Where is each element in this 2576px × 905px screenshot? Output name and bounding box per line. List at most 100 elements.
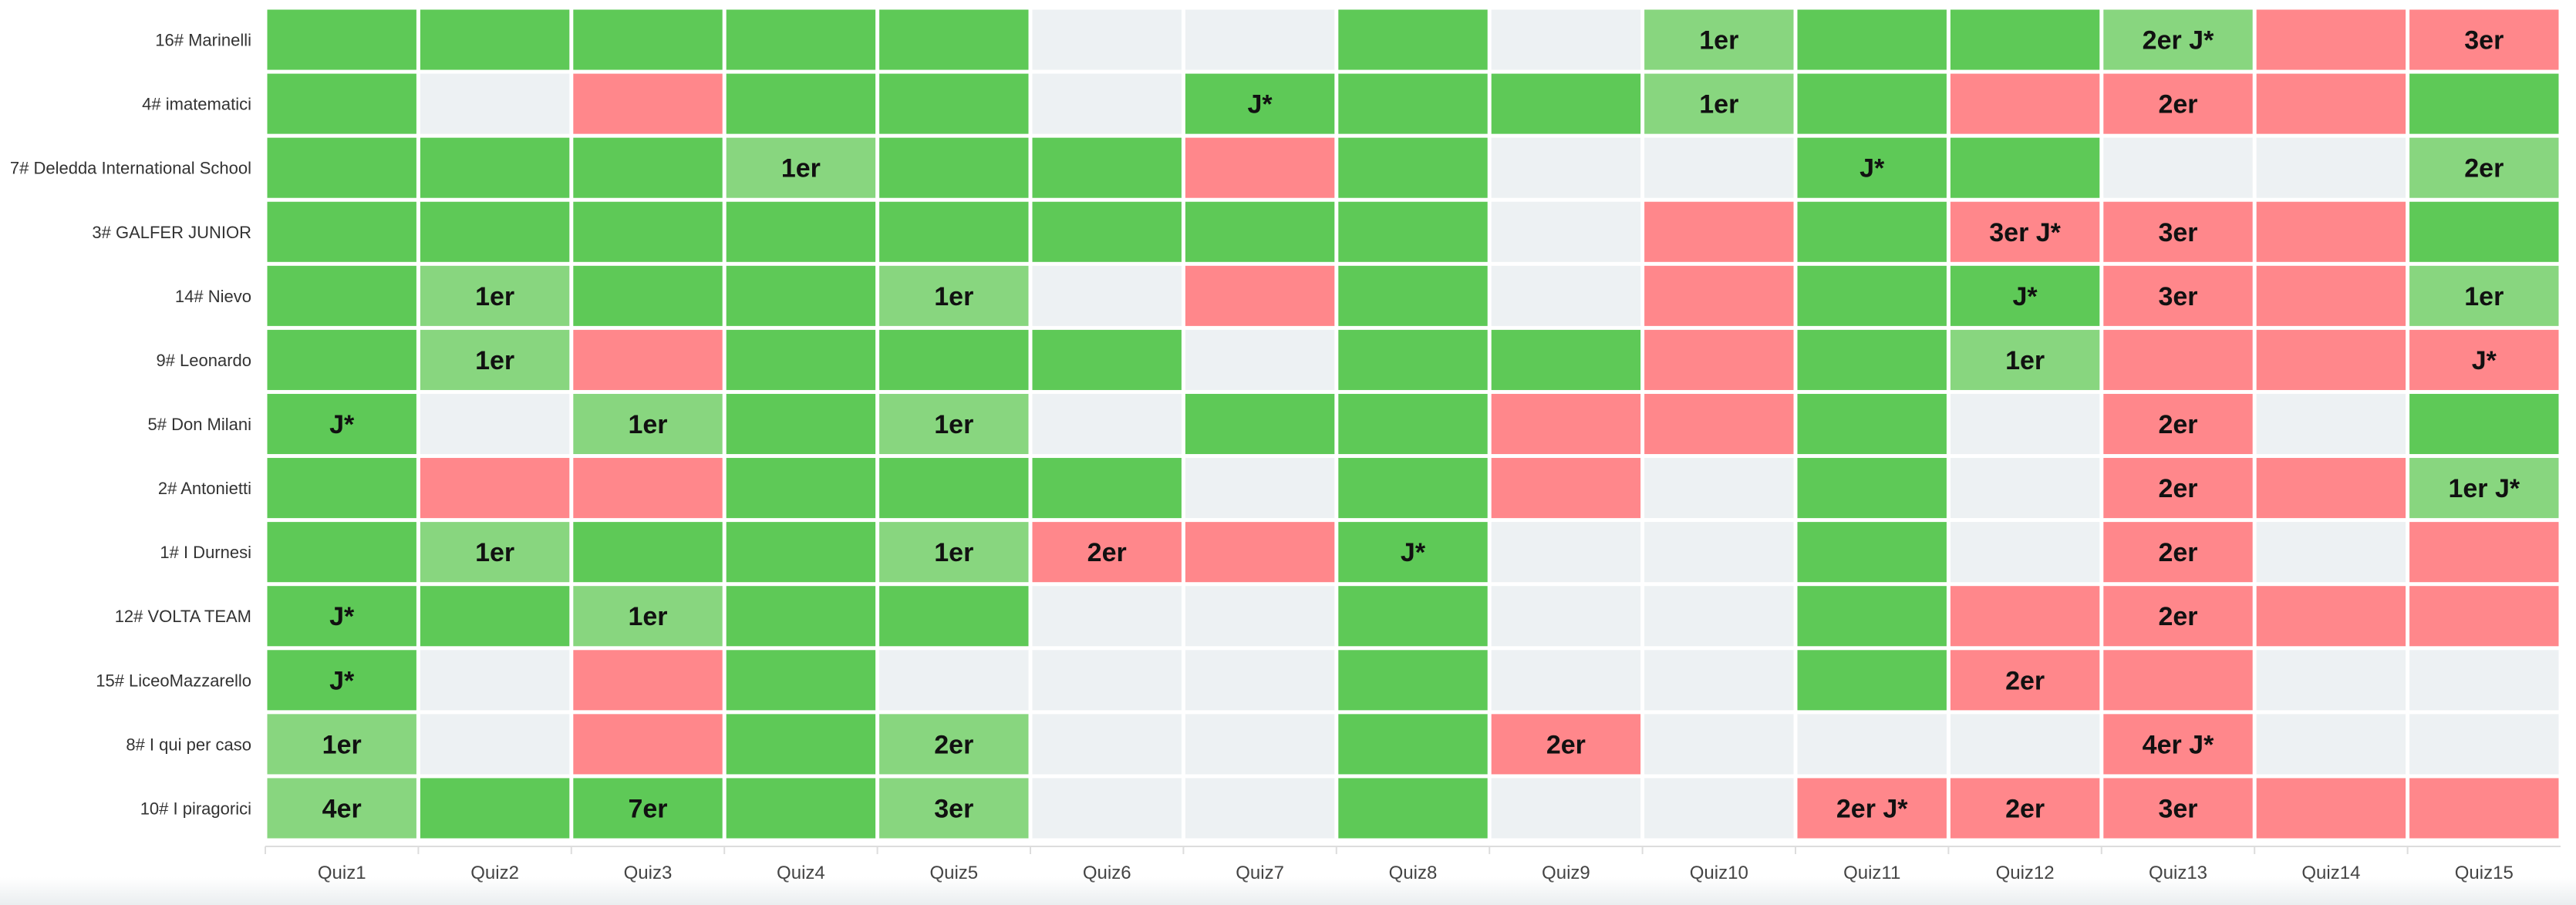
heatmap-cell-fill [1491,9,1641,70]
heatmap-cell [879,137,1029,198]
heatmap-cell-fill [573,265,723,326]
heatmap-cell-fill [1338,201,1488,262]
heatmap-cell [1185,9,1335,70]
heatmap-cell: 2er J* [2103,9,2253,70]
cell-value-label: J* [329,410,355,439]
heatmap-cell-fill [267,201,416,262]
heatmap-cell [879,458,1029,519]
heatmap-cell: 2er J* [1797,778,1947,839]
heatmap-cell-fill [1644,9,1794,70]
heatmap-cell [879,650,1029,711]
heatmap-cell-fill [2256,714,2406,775]
heatmap-cell [573,329,723,390]
row-labels: 16# Marinelli 4# imatematici 7# Deledda In… [10,31,251,819]
heatmap-cell [1644,522,1794,583]
heatmap-cell-fill [1185,265,1335,326]
heatmap-cell [1338,9,1488,70]
heatmap-cell [2409,73,2559,134]
heatmap-cell [1032,393,1182,455]
heatmap-cell-fill [1797,9,1947,70]
heatmap-cell-fill [726,73,876,134]
heatmap-cell-fill [420,650,570,711]
heatmap-cell-fill [879,265,1029,326]
heatmap-cell-fill [420,137,570,198]
heatmap-cell-fill [1950,9,2100,70]
heatmap-cell-fill [2409,458,2559,519]
heatmap-cell-fill [1797,714,1947,775]
heatmap-cell-fill [267,522,416,583]
cell-value-label: J* [2013,282,2038,311]
heatmap-cell-fill [2103,137,2253,198]
heatmap-cell-fill [1032,586,1182,647]
heatmap-cell-fill [879,9,1029,70]
heatmap-cell: J* [1797,137,1947,198]
heatmap-cell-fill [726,714,876,775]
heatmap-cell [2256,393,2406,455]
heatmap-cell: 2er [1032,522,1182,583]
heatmap-cell [1032,9,1182,70]
heatmap-cell-fill [420,393,570,455]
heatmap-cell-fill [267,329,416,390]
heatmap-cell [1032,458,1182,519]
heatmap-cell: 1er J* [2409,458,2559,519]
heatmap-cell: 1er [267,714,416,775]
cell-value-label: 2er [1546,730,1586,759]
heatmap-cell-fill [726,458,876,519]
row-label: 7# Deledda International School [10,159,251,178]
heatmap-cell [879,329,1029,390]
heatmap-cell-fill [2409,522,2559,583]
heatmap-cell [1338,778,1488,839]
heatmap-cell: 2er [2103,586,2253,647]
heatmap-cell-fill [2256,9,2406,70]
cell-value-label: 2er [2005,666,2045,695]
heatmap-cell-fill [1491,458,1641,519]
cell-value-label: 4er J* [2143,730,2214,759]
heatmap-cell-fill [1950,73,2100,134]
row-label: 12# VOLTA TEAM [115,607,251,626]
heatmap-cell: 3er [2409,9,2559,70]
heatmap-cell [1644,650,1794,711]
heatmap-cell [879,73,1029,134]
heatmap-cell-fill [2409,393,2559,455]
heatmap-cell-fill [726,522,876,583]
heatmap-cell-fill [1032,329,1182,390]
cell-value-label: 2er [934,730,973,759]
heatmap-cell-fill [2103,778,2253,839]
heatmap-cell [2409,586,2559,647]
heatmap-cell-fill [420,201,570,262]
heatmap-cell-fill [879,778,1029,839]
heatmap-cell-fill [2256,137,2406,198]
heatmap-cell [1338,137,1488,198]
heatmap-cell-fill [420,522,570,583]
heatmap-cell-fill [726,778,876,839]
heatmap-cell [267,522,416,583]
heatmap-cell [1797,329,1947,390]
heatmap-cell: 3er [2103,201,2253,262]
heatmap-cell [1185,329,1335,390]
cell-value-label: 2er J* [1836,794,1908,823]
heatmap-cell [1644,329,1794,390]
heatmap-cell [1032,586,1182,647]
heatmap-cell [1185,714,1335,775]
heatmap-cell [1032,650,1182,711]
heatmap-cell-fill [1950,201,2100,262]
heatmap-cell [420,73,570,134]
heatmap-cell-fill [1797,393,1947,455]
cell-value-label: 1er [781,154,821,183]
heatmap-cell-fill [2103,522,2253,583]
heatmap-cell-fill [420,9,570,70]
cell-value-label: J* [329,666,355,695]
heatmap-cell: 2er [2103,73,2253,134]
heatmap-cell-fill [267,73,416,134]
heatmap-cell [573,522,723,583]
heatmap-cell-fill [420,265,570,326]
heatmap-cell [1797,393,1947,455]
heatmap-cell-fill [1644,586,1794,647]
cell-value-label: 2er [2158,90,2197,119]
heatmap-cell-fill [1644,650,1794,711]
heatmap-cell-fill [2256,201,2406,262]
heatmap-cell [726,650,876,711]
heatmap-cell [1185,458,1335,519]
cell-value-label: 3er [2158,794,2197,823]
heatmap-cell-fill [1644,137,1794,198]
